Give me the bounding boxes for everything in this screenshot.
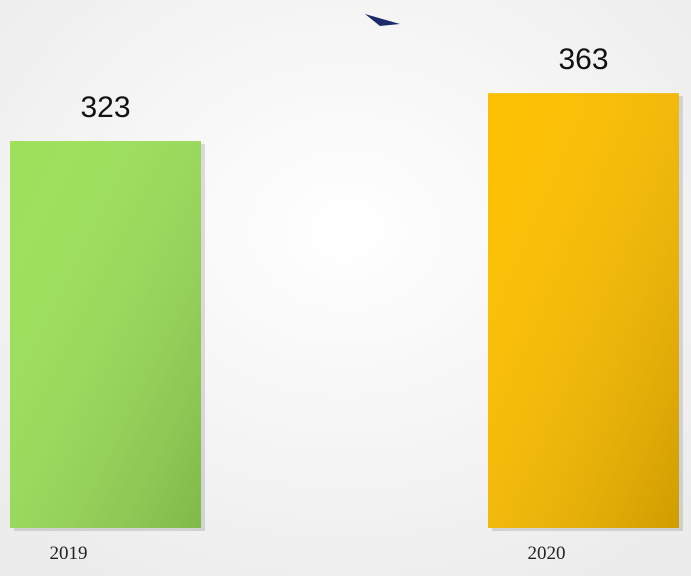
data-label: 363 bbox=[558, 43, 608, 76]
data-label: 323 bbox=[80, 91, 130, 124]
bar-shade bbox=[10, 141, 201, 528]
bar-shade bbox=[488, 93, 679, 528]
x-tick-label: 2019 bbox=[50, 543, 88, 564]
decor-icon bbox=[365, 14, 400, 26]
x-tick-label: 2020 bbox=[528, 543, 566, 564]
